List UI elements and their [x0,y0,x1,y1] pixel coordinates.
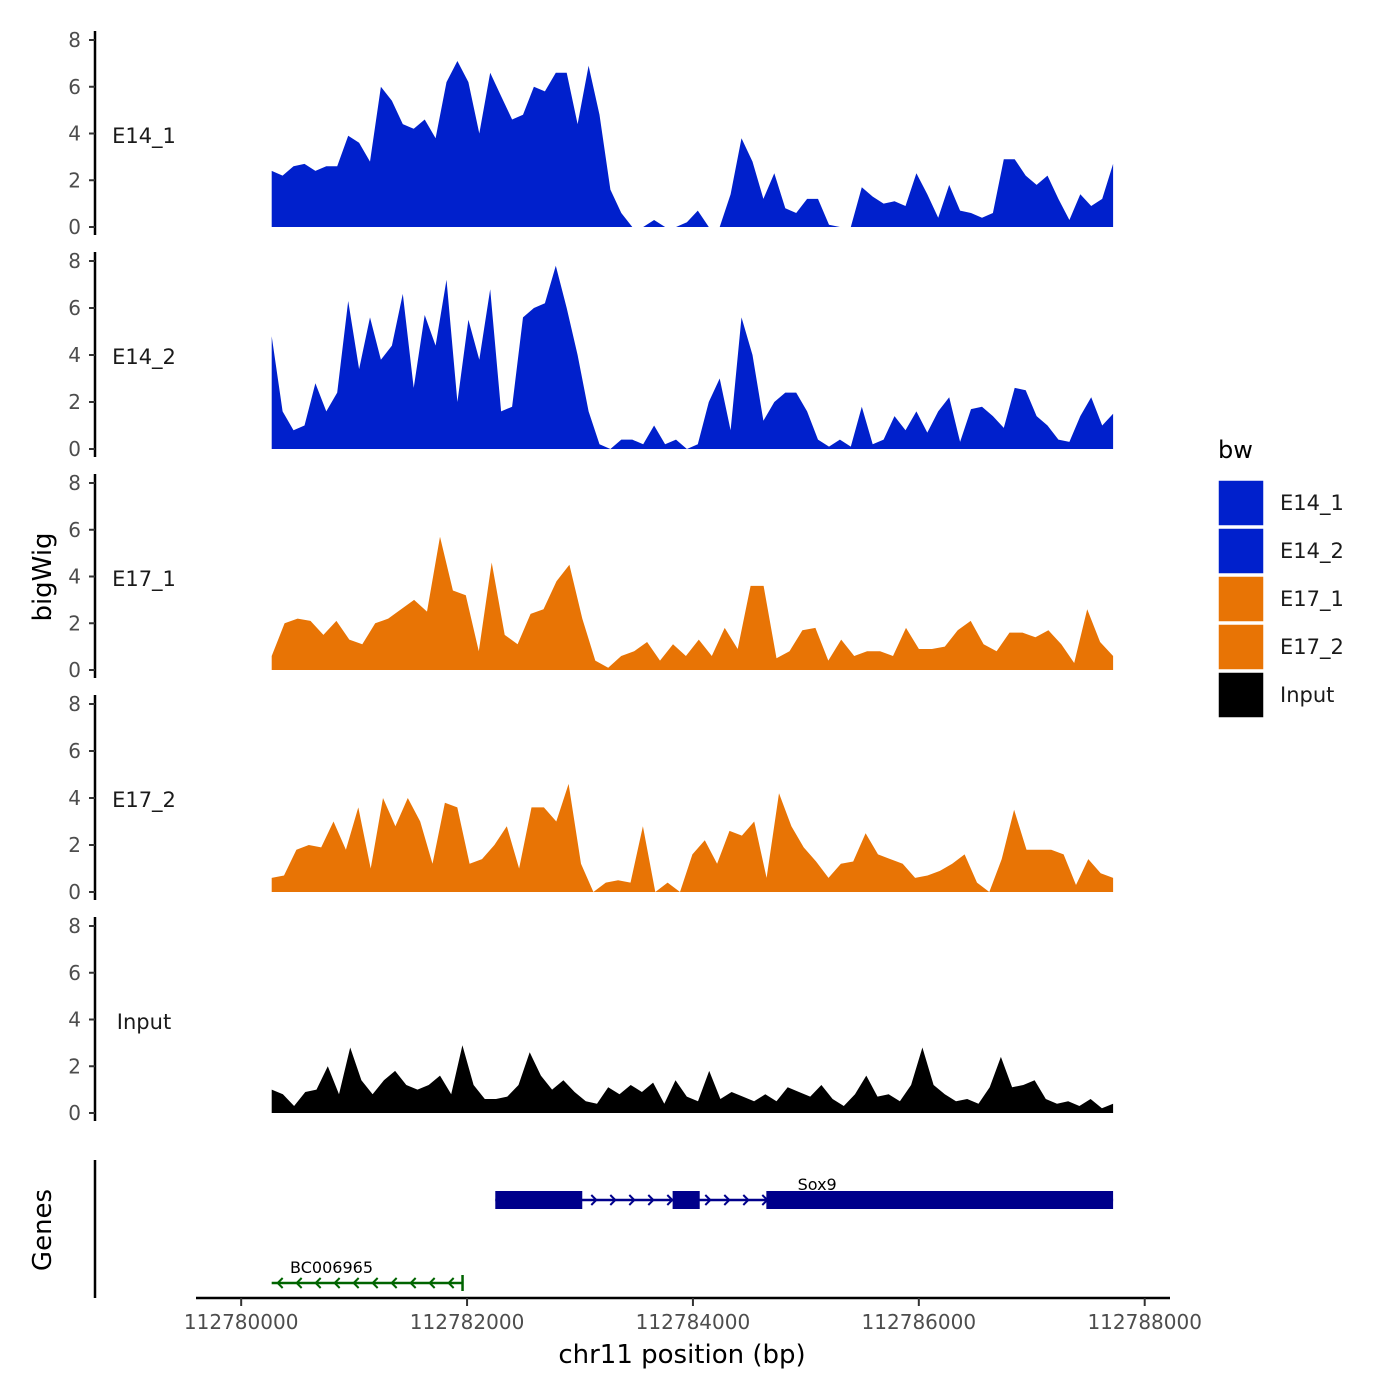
strand-chevron [704,1194,712,1206]
legend-label: E17_2 [1280,635,1344,660]
legend-item-E17_1: E17_1 [1217,575,1344,623]
legend-label: E14_1 [1280,491,1344,516]
y-tick-label: 0 [68,880,81,904]
strand-chevron [333,1277,341,1289]
exon-block [766,1191,1114,1209]
track-label-E14_2: E14_2 [112,345,176,370]
y-tick-label: 0 [68,658,81,682]
genes-axis-title: Genes [28,1189,58,1271]
strand-chevron [390,1277,398,1289]
strand-chevron [666,1194,674,1206]
y-tick-label: 4 [68,786,81,810]
y-tick-label: 0 [68,437,81,461]
y-tick-label: 2 [68,168,81,192]
strand-chevron [409,1277,417,1289]
legend-item-E14_2: E14_2 [1217,527,1344,575]
y-tick-label: 8 [68,249,81,273]
track-label-E14_1: E14_1 [112,124,176,149]
track-E17_1: 0 2 4 6 8 E17_1 [68,471,1114,682]
strand-chevron [371,1277,379,1289]
x-tick-label: 112788000 [1087,1310,1202,1334]
strand-chevron [628,1194,636,1206]
track-E17_2: 0 2 4 6 8 E17_2 [68,692,1114,904]
y-tick-label: 8 [68,692,81,716]
y-tick-label: 8 [68,28,81,52]
strand-chevron [742,1194,750,1206]
y-tick-label: 4 [68,122,81,146]
y-tick-label: 4 [68,1008,81,1032]
strand-chevron [447,1277,455,1289]
track-E14_1: 0 2 4 6 8 E14_1 [68,28,1114,239]
x-tick-label: 112786000 [862,1310,977,1334]
strand-chevron [276,1277,284,1289]
x-tick-label: 112780000 [184,1310,299,1334]
y-tick-label: 2 [68,833,81,857]
legend-swatch [1217,479,1265,527]
track-label-E17_2: E17_2 [112,788,176,813]
strand-chevron [647,1194,655,1206]
x-tick-label: 112784000 [636,1310,751,1334]
y-tick-label: 6 [68,739,81,763]
strand-chevron [428,1277,436,1289]
strand-chevron [314,1277,322,1289]
y-tick-label: 4 [68,343,81,367]
legend-swatch [1217,623,1265,671]
legend-swatch [1217,527,1265,575]
y-tick-label: 2 [68,1054,81,1078]
x-tick-label: 112782000 [410,1310,525,1334]
track-Input: 0 2 4 6 8 Input [68,914,1114,1125]
strand-chevron [590,1194,598,1206]
legend: bw E14_1 E14_2 E17_1 E17_2 Input [1217,436,1344,719]
strand-chevron [609,1194,617,1206]
y-tick-label: 6 [68,296,81,320]
y-tick-label: 8 [68,471,81,495]
coverage-area-E17_2 [271,783,1114,892]
gene-label-BC006965: BC006965 [290,1258,373,1277]
y-tick-label: 6 [68,961,81,985]
legend-label: E17_1 [1280,587,1344,612]
track-E14_2: 0 2 4 6 8 E14_2 [68,249,1114,461]
gene-BC006965: BC006965 [271,1258,464,1291]
coverage-area-Input [271,1045,1114,1113]
y-tick-label: 0 [68,1101,81,1125]
strand-chevron [295,1277,303,1289]
exon-block [672,1191,700,1209]
y-tick-label: 6 [68,518,81,542]
y-axis-title: bigWig [28,532,58,621]
gene-track: Sox9 BC006965 [93,1160,1114,1298]
legend-title: bw [1218,436,1253,464]
legend-swatch [1217,575,1265,623]
track-label-Input: Input [117,1010,171,1034]
legend-item-E14_1: E14_1 [1217,479,1344,527]
tracks: 0 2 4 6 8 E14_1 0 2 4 6 8 E14_2 0 2 4 6 8 E17_1 0 2 4 6 8 E17_2… [68,28,1114,1125]
y-tick-label: 6 [68,75,81,99]
legend-swatch [1217,671,1265,719]
legend-label: E14_2 [1280,539,1344,564]
legend-item-E17_2: E17_2 [1217,623,1344,671]
y-tick-label: 0 [68,215,81,239]
y-tick-label: 2 [68,390,81,414]
track-label-E17_1: E17_1 [112,567,176,592]
coverage-area-E14_2 [271,265,1114,449]
coverage-area-E17_1 [271,536,1114,670]
coverage-area-E14_1 [271,61,1114,227]
strand-chevron [352,1277,360,1289]
x-axis-title: chr11 position (bp) [558,1340,805,1370]
x-axis: 112780000 112782000 112784000 112786000 1127… [184,1296,1202,1334]
gene-Sox9: Sox9 [495,1175,1114,1209]
gene-label-Sox9: Sox9 [798,1175,837,1194]
legend-item-Input: Input [1217,671,1334,719]
y-tick-label: 4 [68,565,81,589]
y-tick-label: 2 [68,611,81,635]
exon-block [495,1191,583,1209]
legend-label: Input [1280,683,1334,707]
strand-chevron [723,1194,731,1206]
y-tick-label: 8 [68,914,81,938]
